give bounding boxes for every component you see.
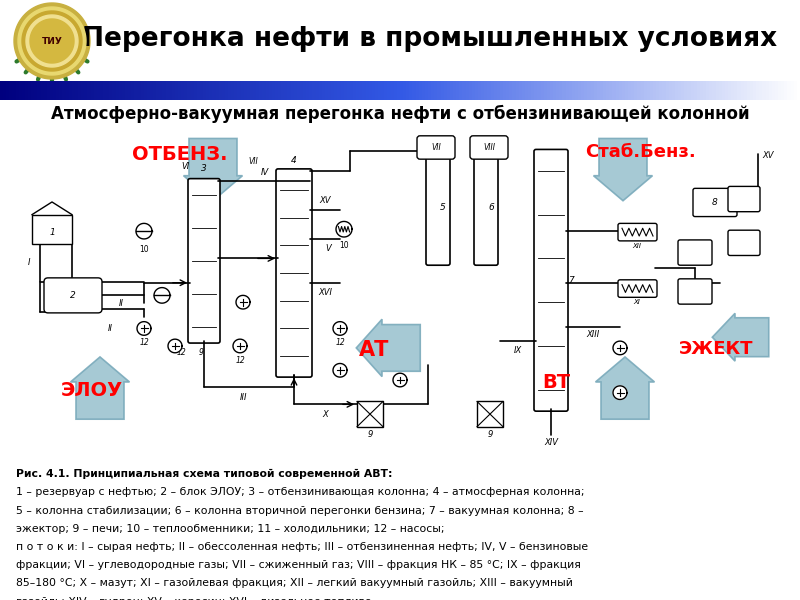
- Polygon shape: [30, 19, 74, 63]
- Text: XV: XV: [319, 196, 330, 205]
- Text: 9: 9: [367, 430, 373, 439]
- Text: XIII: XIII: [586, 331, 600, 340]
- Text: 7: 7: [568, 276, 574, 285]
- Text: VII: VII: [248, 157, 258, 166]
- Text: 5 – колонна стабилизации; 6 – колонна вторичной перегонки бензина; 7 – вакуумная: 5 – колонна стабилизации; 6 – колонна вт…: [16, 505, 584, 515]
- Text: II: II: [118, 299, 123, 308]
- Text: V: V: [325, 244, 331, 253]
- Text: газойль; XIV – гудрон; XV – керосин; XVI – дизельное топливо: газойль; XIV – гудрон; XV – керосин; XVI…: [16, 596, 372, 600]
- Text: X: X: [322, 410, 328, 419]
- Polygon shape: [393, 373, 407, 387]
- FancyBboxPatch shape: [44, 278, 102, 313]
- Text: ВТ: ВТ: [542, 373, 570, 392]
- Polygon shape: [613, 386, 627, 400]
- Text: 3: 3: [201, 164, 207, 173]
- Text: 1: 1: [49, 227, 55, 236]
- Polygon shape: [168, 339, 182, 353]
- FancyBboxPatch shape: [728, 230, 760, 256]
- Text: 85–180 °С; X – мазут; XI – газойлевая фракция; XII – легкий вакуумный газойль; X: 85–180 °С; X – мазут; XI – газойлевая фр…: [16, 578, 573, 589]
- Text: 1 – резервуар с нефтью; 2 – блок ЭЛОУ; 3 – отбензинивающая колонна; 4 – атмосфер: 1 – резервуар с нефтью; 2 – блок ЭЛОУ; 3…: [16, 487, 585, 497]
- Polygon shape: [70, 357, 130, 419]
- Polygon shape: [712, 313, 769, 361]
- Text: II: II: [107, 324, 113, 333]
- Text: 8: 8: [712, 199, 718, 208]
- Polygon shape: [613, 341, 627, 355]
- FancyBboxPatch shape: [693, 188, 737, 217]
- Text: 10: 10: [339, 241, 349, 250]
- Polygon shape: [333, 364, 347, 377]
- Polygon shape: [26, 15, 78, 67]
- FancyBboxPatch shape: [678, 279, 712, 304]
- Text: 12: 12: [335, 338, 345, 347]
- Text: ОТБЕНЗ.: ОТБЕНЗ.: [132, 145, 228, 164]
- Text: Атмосферно-вакуумная перегонка нефти с отбензинивающей колонной: Атмосферно-вакуумная перегонка нефти с о…: [50, 104, 750, 123]
- Text: XIV: XIV: [544, 439, 558, 448]
- Text: Стаб.Бенз.: Стаб.Бенз.: [585, 143, 695, 161]
- Text: 12: 12: [139, 338, 149, 347]
- Text: 9: 9: [487, 430, 493, 439]
- FancyBboxPatch shape: [470, 136, 508, 159]
- Polygon shape: [333, 322, 347, 335]
- Text: ЭЛОУ: ЭЛОУ: [61, 380, 123, 400]
- Text: п о т о к и: I – сырая нефть; II – обессоленная нефть; III – отбензиненная нефть: п о т о к и: I – сырая нефть; II – обесс…: [16, 542, 588, 552]
- Text: фракции; VI – углеводородные газы; VII – сжиженный газ; VIII – фракция НК – 85 °: фракции; VI – углеводородные газы; VII –…: [16, 560, 581, 570]
- Text: VI: VI: [181, 162, 189, 171]
- Polygon shape: [233, 339, 247, 353]
- Bar: [32, 215, 72, 244]
- Text: XVI: XVI: [318, 287, 332, 296]
- Text: XI: XI: [634, 299, 641, 305]
- Text: эжектор; 9 – печи; 10 – теплообменники; 11 – холодильники; 12 – насосы;: эжектор; 9 – печи; 10 – теплообменники; …: [16, 524, 445, 534]
- Text: IV: IV: [261, 167, 269, 176]
- Text: 10: 10: [139, 245, 149, 254]
- Polygon shape: [183, 139, 242, 201]
- Polygon shape: [594, 139, 653, 201]
- FancyBboxPatch shape: [188, 179, 220, 343]
- Text: IX: IX: [514, 346, 522, 355]
- FancyBboxPatch shape: [474, 149, 498, 265]
- Text: ЭЖЕКТ: ЭЖЕКТ: [678, 340, 754, 358]
- Text: 4: 4: [291, 156, 297, 165]
- Text: 12: 12: [176, 348, 186, 357]
- FancyBboxPatch shape: [618, 223, 657, 241]
- Text: I: I: [27, 258, 30, 267]
- FancyBboxPatch shape: [728, 187, 760, 212]
- Text: VII: VII: [431, 143, 441, 152]
- Text: XII: XII: [633, 243, 642, 249]
- Bar: [357, 401, 383, 427]
- FancyBboxPatch shape: [276, 169, 312, 377]
- Polygon shape: [236, 295, 250, 309]
- Text: XV: XV: [762, 151, 774, 160]
- Text: 12: 12: [235, 356, 245, 365]
- Polygon shape: [22, 11, 82, 71]
- Text: VIII: VIII: [483, 143, 495, 152]
- FancyBboxPatch shape: [417, 136, 455, 159]
- FancyBboxPatch shape: [426, 149, 450, 265]
- Text: III: III: [240, 392, 248, 401]
- Text: 5: 5: [440, 203, 446, 212]
- FancyBboxPatch shape: [618, 280, 657, 298]
- FancyBboxPatch shape: [678, 240, 712, 265]
- Polygon shape: [14, 3, 90, 79]
- Text: 9: 9: [199, 348, 204, 357]
- Text: 2: 2: [70, 291, 76, 300]
- Polygon shape: [356, 319, 420, 377]
- FancyBboxPatch shape: [534, 149, 568, 411]
- Text: Рис. 4.1. Принципиальная схема типовой современной АВТ:: Рис. 4.1. Принципиальная схема типовой с…: [16, 469, 393, 479]
- Bar: [477, 401, 503, 427]
- Text: 6: 6: [488, 203, 494, 212]
- Text: АТ: АТ: [359, 340, 390, 361]
- Text: Перегонка нефти в промышленных условиях: Перегонка нефти в промышленных условиях: [82, 26, 778, 52]
- Polygon shape: [137, 322, 151, 335]
- Text: ТИУ: ТИУ: [42, 37, 62, 46]
- Polygon shape: [18, 7, 86, 75]
- Polygon shape: [595, 357, 654, 419]
